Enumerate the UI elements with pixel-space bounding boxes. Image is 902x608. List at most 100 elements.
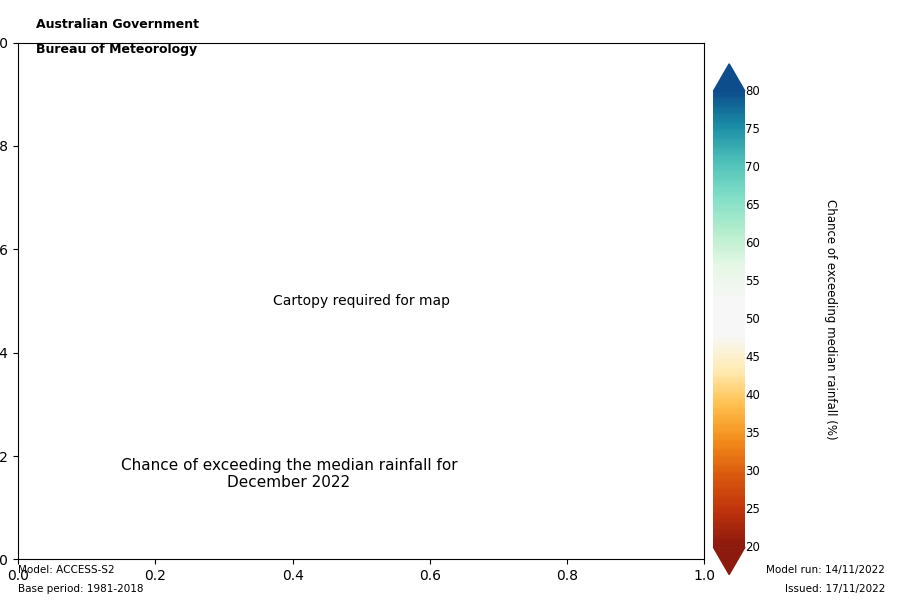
Bar [713,331,744,333]
Text: 70: 70 [744,161,759,174]
Bar [713,431,744,433]
Bar [713,406,744,408]
Bar [713,251,744,253]
Bar [713,337,744,340]
Bar [713,125,744,128]
Text: 80: 80 [744,85,759,98]
Text: Chance of exceeding the median rainfall for
December 2022: Chance of exceeding the median rainfall … [121,458,456,491]
Bar [713,529,744,531]
Bar [713,424,744,426]
Bar [713,233,744,235]
Bar [713,160,744,162]
Bar [713,153,744,155]
Bar [713,294,744,297]
Bar [713,511,744,513]
Bar [713,474,744,477]
Bar [713,187,744,189]
Bar [713,162,744,164]
Bar [713,221,744,224]
Bar [713,319,744,322]
Text: Model: ACCESS-S2: Model: ACCESS-S2 [18,565,115,575]
Bar [713,288,744,289]
Bar [713,260,744,262]
Bar [713,506,744,508]
Text: Base period: 1981-2018: Base period: 1981-2018 [18,584,143,593]
Bar [713,164,744,167]
Bar [713,98,744,100]
Bar [713,230,744,233]
Text: 65: 65 [744,199,759,212]
Bar [713,365,744,367]
Bar [713,258,744,260]
Bar [713,438,744,440]
Bar [713,103,744,105]
Bar [713,237,744,240]
Bar [713,192,744,194]
Bar [713,173,744,176]
Bar [713,483,744,486]
Bar [713,542,744,545]
Bar [713,201,744,203]
Bar [713,358,744,360]
Bar [713,315,744,317]
Bar [713,541,744,542]
Text: Cartopy required for map: Cartopy required for map [272,294,449,308]
Bar [713,344,744,347]
Bar [713,520,744,522]
Bar [713,185,744,187]
Bar [713,226,744,228]
Bar [713,212,744,215]
Bar [713,271,744,274]
Bar [713,283,744,285]
Bar [713,289,744,292]
Text: 25: 25 [744,503,759,516]
Bar [713,333,744,335]
Bar [713,157,744,160]
Bar [713,267,744,269]
Bar [713,123,744,125]
Bar [713,531,744,534]
Bar [713,545,744,547]
Bar [713,458,744,461]
Bar [713,492,744,495]
Bar [713,246,744,249]
Bar [713,447,744,449]
Text: 45: 45 [744,351,759,364]
Bar [713,410,744,413]
Text: Model run: 14/11/2022: Model run: 14/11/2022 [765,565,884,575]
Bar [713,323,744,326]
Bar [713,502,744,504]
Bar [713,461,744,463]
Bar [713,143,744,146]
Bar [713,198,744,201]
Bar [713,96,744,98]
Bar [713,176,744,178]
Bar [713,142,744,143]
Bar [713,313,744,315]
Bar [713,206,744,207]
Bar [713,207,744,210]
Bar [713,310,744,313]
Bar [713,269,744,271]
Bar [713,335,744,337]
Bar [713,148,744,151]
Bar [713,347,744,349]
Bar [713,481,744,483]
Bar [713,486,744,488]
Bar [713,242,744,244]
Bar [713,454,744,456]
Bar [713,105,744,107]
Bar [713,285,744,288]
Bar [713,397,744,399]
Bar [713,121,744,123]
Bar [713,415,744,417]
Bar [713,401,744,404]
Bar [713,435,744,438]
Bar [713,322,744,324]
Bar [713,224,744,226]
Bar [713,305,744,308]
Bar [713,376,744,378]
Bar [713,426,744,429]
Bar [713,169,744,171]
Text: Chance of exceeding median rainfall (%): Chance of exceeding median rainfall (%) [824,199,836,440]
